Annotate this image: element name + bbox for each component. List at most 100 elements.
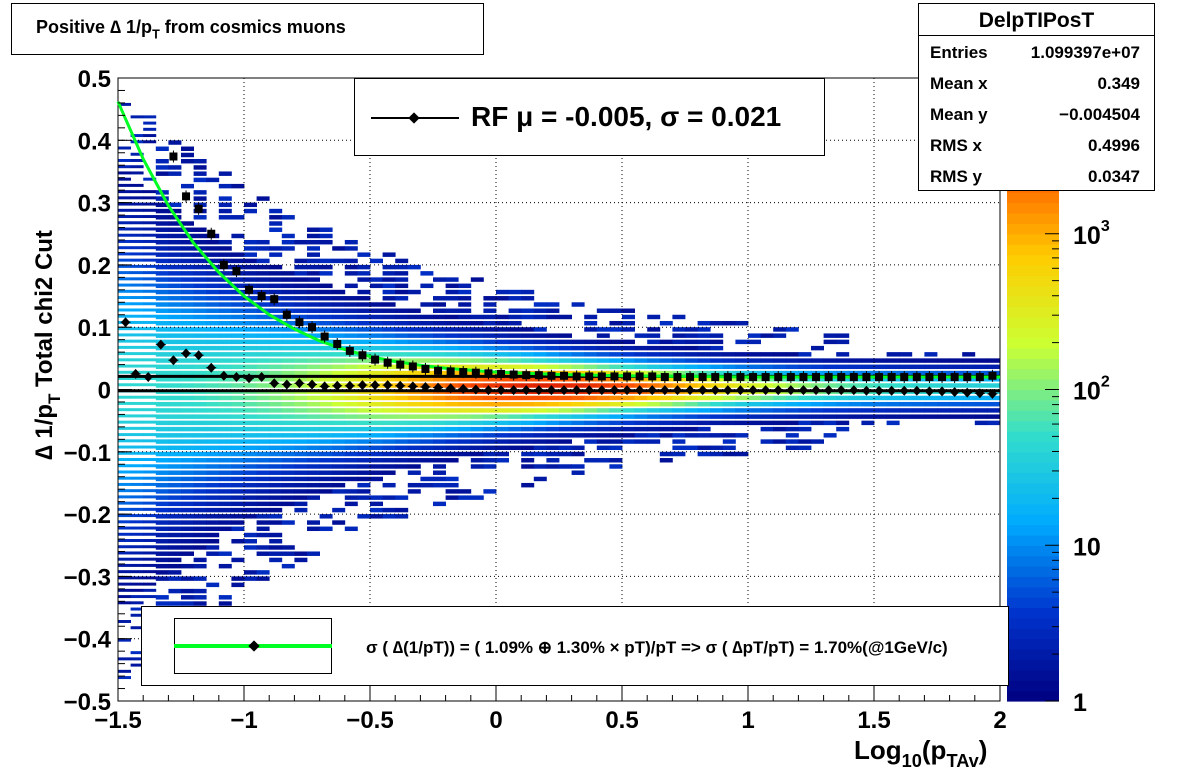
heatmap-cell: [521, 451, 535, 457]
heatmap-cell: [370, 352, 383, 357]
heatmap-cell: [672, 327, 686, 332]
heatmap-cell: [155, 215, 169, 220]
heatmap-cell: [571, 414, 585, 419]
heatmap-cell: [130, 302, 144, 306]
heatmap-cell: [559, 352, 572, 357]
heatmap-cell: [294, 507, 308, 513]
heatmap-cell: [244, 327, 257, 332]
heatmap-cell: [332, 370, 346, 376]
heatmap-cell: [168, 333, 182, 338]
heatmap-cell: [130, 239, 144, 243]
heatmap-cell: [710, 370, 724, 376]
heatmap-cell: [118, 264, 131, 268]
heatmap-cell: [218, 501, 232, 507]
heatmap-cell: [256, 277, 270, 282]
heatmap-cell: [193, 395, 207, 401]
heatmap-cell: [281, 333, 295, 338]
heatmap-cell: [748, 358, 761, 363]
heatmap-cell: [886, 401, 900, 407]
heatmap-cell: [155, 551, 169, 556]
heatmap-cell: [307, 314, 320, 320]
heatmap-cell: [672, 451, 686, 457]
heatmap-cell: [269, 277, 283, 282]
heatmap-cell: [357, 470, 371, 475]
heatmap-cell: [622, 433, 635, 438]
heatmap-cell: [647, 401, 661, 407]
heatmap-cell: [508, 339, 522, 345]
heatmap-cell: [231, 495, 245, 500]
heatmap-cell: [785, 433, 799, 438]
heatmap-cell: [143, 563, 157, 567]
heatmap-cell: [143, 239, 157, 243]
heatmap-cell: [143, 327, 157, 331]
heatmap-cell: [710, 395, 724, 401]
heatmap-cell: [181, 333, 194, 338]
heatmap-cell: [395, 420, 409, 426]
mean-point: [181, 348, 191, 359]
heatmap-cell: [231, 414, 245, 419]
heatmap-cell: [155, 383, 169, 388]
heatmap-cell: [571, 408, 585, 413]
heatmap-cell: [911, 383, 925, 388]
heatmap-cell: [521, 377, 535, 382]
heatmap-cell: [533, 395, 547, 401]
mean-point: [723, 385, 733, 396]
heatmap-cell: [521, 352, 535, 357]
heatmap-cell: [319, 377, 333, 382]
heatmap-cell: [168, 364, 182, 370]
sigma-point: [396, 360, 405, 369]
heatmap-cell: [470, 445, 484, 451]
heatmap-cell: [937, 364, 950, 370]
heatmap-cell: [722, 395, 736, 401]
heatmap-cell: [181, 495, 194, 500]
heatmap-cell: [269, 264, 283, 270]
heatmap-cell: [269, 377, 283, 382]
heatmap-cell: [571, 451, 585, 457]
heatmap-cell: [521, 314, 535, 320]
heatmap-cell: [395, 445, 409, 451]
heatmap-cell: [496, 352, 509, 357]
heatmap-cell: [937, 408, 950, 413]
heatmap-cell: [571, 395, 585, 401]
heatmap-cell: [294, 370, 308, 376]
heatmap-cell: [256, 551, 270, 556]
heatmap-cell: [357, 377, 371, 382]
heatmap-cell: [672, 339, 686, 345]
heatmap-cell: [974, 420, 988, 426]
heatmap-cell: [244, 545, 257, 550]
heatmap-cell: [672, 426, 686, 432]
heatmap-cell: [672, 352, 686, 357]
heatmap-cell: [811, 414, 824, 419]
heatmap-cell: [445, 364, 459, 370]
mean-point: [395, 380, 405, 391]
heatmap-cell: [395, 352, 409, 357]
heatmap-cell: [269, 345, 283, 351]
heatmap-cell: [143, 121, 157, 125]
heatmap-cell: [168, 601, 182, 606]
heatmap-cell: [533, 420, 547, 426]
heatmap-cell: [685, 445, 698, 451]
heatmap-cell: [559, 451, 572, 457]
heatmap-cell: [307, 420, 320, 426]
heatmap-cell: [244, 277, 257, 282]
heatmap-cell: [143, 451, 157, 455]
palette-band: [1007, 212, 1059, 224]
heatmap-cell: [143, 246, 157, 250]
stats-row: Mean y −0.004504: [919, 98, 1154, 129]
heatmap-cell: [155, 171, 169, 176]
heatmap-cell: [697, 445, 711, 451]
heatmap-cell: [445, 439, 459, 444]
heatmap-cell: [433, 501, 446, 507]
heatmap-cell: [710, 345, 724, 351]
heatmap-cell: [256, 246, 270, 251]
heatmap-cell: [811, 401, 824, 407]
heatmap-cell: [181, 545, 194, 550]
heatmap-cell: [496, 433, 509, 438]
heatmap-cell: [143, 495, 157, 499]
heatmap-cell: [722, 358, 736, 363]
y-title-c: Total chi2 Cut: [31, 230, 59, 394]
heatmap-cell: [118, 271, 131, 275]
heatmap-cell: [193, 383, 207, 388]
heatmap-cell: [307, 271, 320, 276]
heatmap-cell: [256, 264, 270, 270]
